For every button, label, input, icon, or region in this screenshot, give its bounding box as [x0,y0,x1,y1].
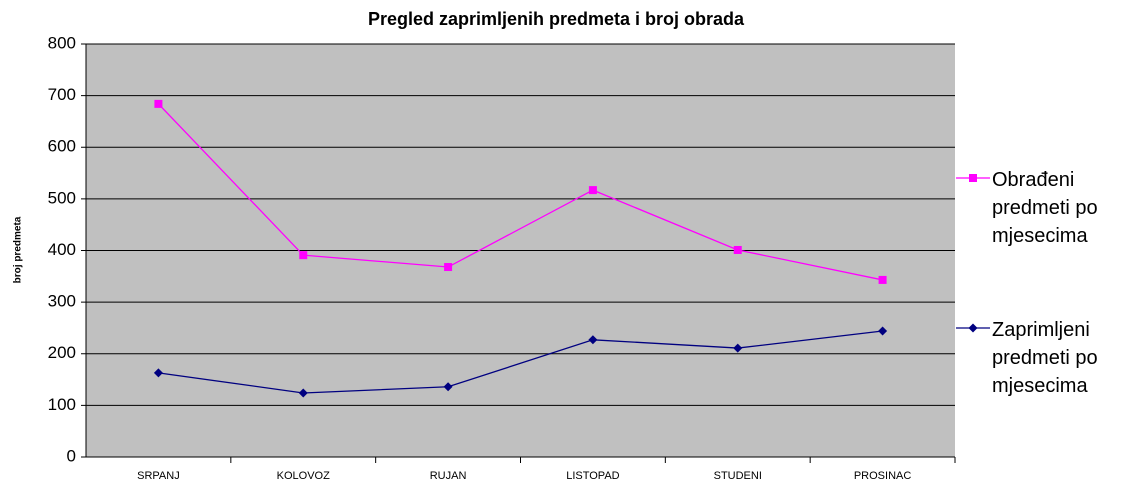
series-line [158,330,883,394]
x-tick-label: KOLOVOZ [277,470,330,482]
data-point [733,245,742,254]
legend-label: Obrađeni predmeti po mjesecima [992,169,1098,247]
y-tick-label: 800 [48,33,76,52]
legend-label: Zaprimljeni predmeti po mjesecima [992,319,1098,397]
y-tick-label: 300 [48,292,76,311]
y-tick-label: 0 [67,446,76,465]
legend-marker [968,323,978,333]
x-tick-label: RUJAN [430,470,467,482]
y-tick-label: 400 [48,240,76,259]
data-point [299,251,308,260]
data-point [444,263,453,272]
y-tick-label: 100 [48,395,76,414]
data-point [298,388,308,398]
data-point [443,382,453,392]
chart-title: Pregled zaprimljenih predmeta i broj obr… [368,9,745,29]
series-line [157,103,883,281]
data-point [878,326,888,336]
y-tick-label: 200 [48,343,76,362]
y-tick-label: 600 [48,137,76,156]
data-point [733,343,743,353]
y-axis-label: broj predmeta [13,216,24,283]
x-tick-label: LISTOPAD [566,470,619,482]
x-tick-label: SRPANJ [137,470,180,482]
data-point [588,335,598,345]
data-point [588,186,597,195]
data-point [153,368,163,378]
legend-marker [969,174,977,182]
x-tick-label: STUDENI [714,470,762,482]
x-tick-label: PROSINAC [854,470,912,482]
y-tick-label: 500 [48,188,76,207]
data-point [154,99,163,108]
data-point [878,275,887,284]
y-tick-label: 700 [48,85,76,104]
